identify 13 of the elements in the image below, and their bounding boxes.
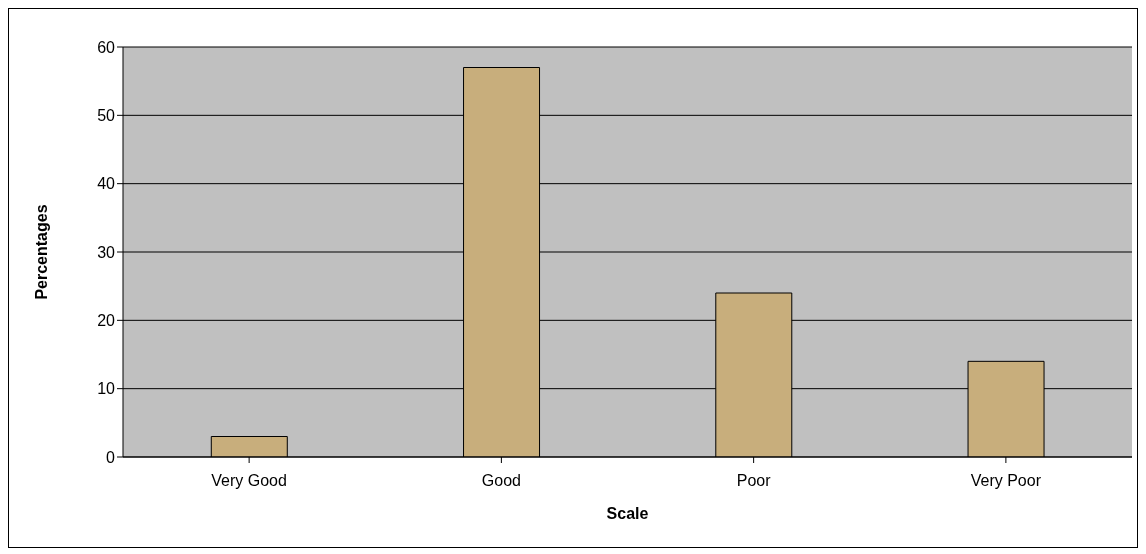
x-tick-label: Very Poor: [970, 472, 1042, 490]
x-tick-label: Very Good: [211, 472, 287, 490]
y-tick-label: 50: [97, 107, 116, 125]
y-axis-title: Percentages: [32, 204, 50, 300]
y-tick-label: 40: [97, 175, 116, 193]
y-tick-label: 0: [106, 448, 116, 466]
x-axis-title: Scale: [606, 505, 649, 522]
x-tick-label: Good: [481, 472, 521, 490]
y-tick-label: 30: [97, 243, 116, 261]
y-tick-label: 20: [97, 312, 116, 330]
y-tick-label: 60: [97, 38, 116, 56]
x-tick-label: Poor: [736, 472, 772, 490]
y-tick-label: 10: [97, 380, 116, 398]
